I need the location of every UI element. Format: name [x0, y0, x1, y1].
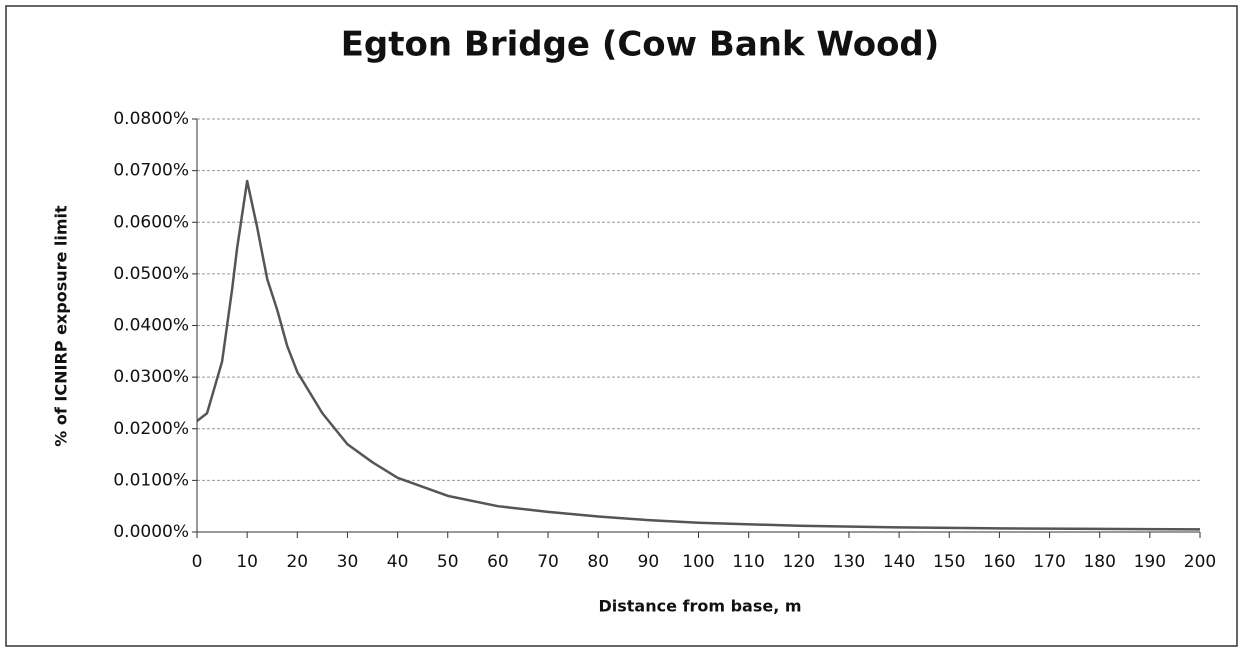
x-tick-label: 130	[833, 552, 865, 572]
x-tick-label: 50	[437, 552, 459, 572]
x-tick-label: 100	[682, 552, 714, 572]
x-tick-label: 180	[1083, 552, 1115, 572]
x-tick-label: 30	[337, 552, 359, 572]
x-tick-label: 110	[732, 552, 764, 572]
x-tick-label: 70	[537, 552, 559, 572]
x-tick-label: 0	[192, 552, 203, 572]
y-tick-label: 0.0700%	[113, 161, 189, 181]
chart-title: Egton Bridge (Cow Bank Wood)	[341, 25, 940, 65]
y-tick-label: 0.0100%	[113, 470, 189, 490]
y-tick-label: 0.0000%	[113, 522, 189, 542]
x-tick-label: 190	[1134, 552, 1166, 572]
x-tick-label: 80	[587, 552, 609, 572]
x-tick-label: 160	[983, 552, 1015, 572]
x-tick-label: 10	[236, 552, 258, 572]
x-tick-label: 170	[1033, 552, 1065, 572]
x-tick-label: 20	[286, 552, 308, 572]
x-tick-label: 200	[1184, 552, 1216, 572]
y-tick-label: 0.0200%	[113, 419, 189, 439]
y-tick-label: 0.0800%	[113, 109, 189, 129]
x-tick-label: 140	[883, 552, 915, 572]
x-tick-label: 60	[487, 552, 509, 572]
y-tick-label: 0.0600%	[113, 212, 189, 232]
x-tick-label: 150	[933, 552, 965, 572]
y-tick-label: 0.0400%	[113, 316, 189, 336]
x-tick-label: 120	[783, 552, 815, 572]
y-tick-label: 0.0500%	[113, 264, 189, 284]
x-tick-label: 40	[387, 552, 409, 572]
x-tick-label: 90	[638, 552, 660, 572]
chart-border	[5, 5, 1238, 647]
y-tick-label: 0.0300%	[113, 367, 189, 387]
x-axis-label: Distance from base, m	[598, 597, 801, 616]
y-axis-label: % of ICNIRP exposure limit	[52, 205, 71, 447]
data-line	[196, 179, 1201, 531]
